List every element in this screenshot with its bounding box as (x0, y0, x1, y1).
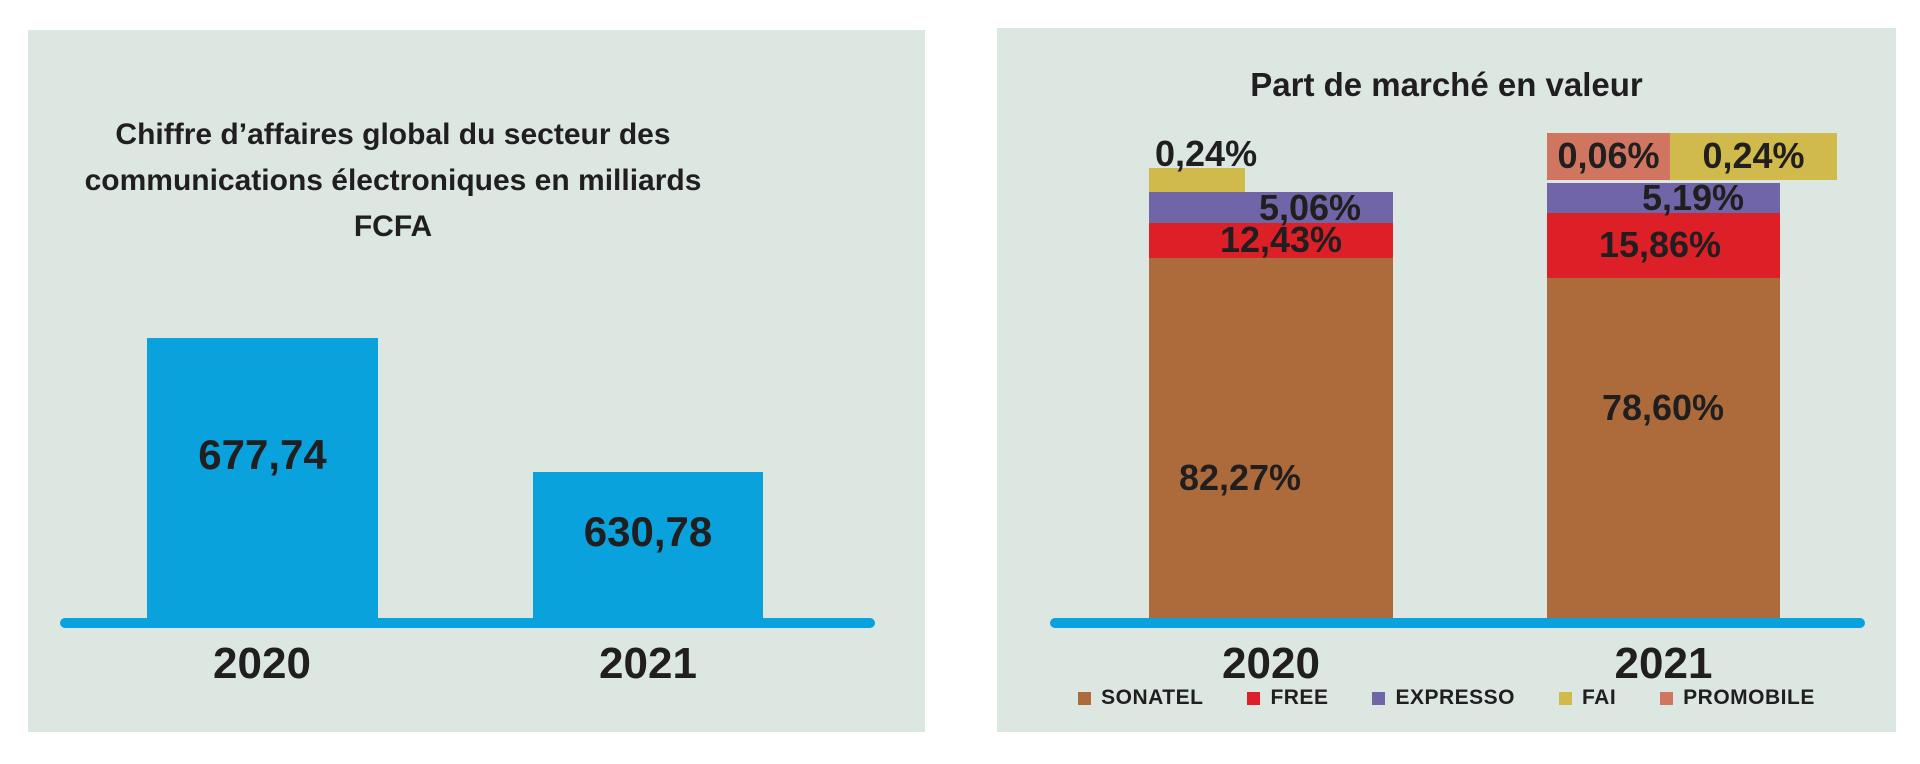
segment-2021-sonatel (1547, 278, 1780, 618)
revenue-chart-title: Chiffre d’affaires global du secteur des… (73, 112, 713, 250)
revenue-title-line-2: communications électroniques en milliard… (84, 164, 702, 197)
promobile-swatch-icon (1660, 691, 1674, 705)
revenue-axis-line (60, 618, 875, 628)
market-share-year-2021: 2021 (1614, 639, 1713, 688)
revenue-title-line-1: Chiffre d’affaires global du secteur des (115, 118, 671, 151)
revenue-bar-2021: 630,78 (533, 472, 763, 618)
segment-2021-fai (1670, 133, 1837, 180)
legend-item-free: FREE (1247, 686, 1328, 710)
segment-2020-sonatel (1149, 258, 1393, 618)
revenue-year-2021: 2021 (599, 639, 697, 688)
legend-label-promobile: PROMOBILE (1683, 686, 1815, 709)
label-2021-fai: 0,24% (1702, 135, 1805, 176)
market-share-axis-line (1050, 618, 1865, 628)
legend-item-sonatel: SONATEL (1078, 686, 1203, 710)
label-2020-free: 12,43% (1219, 219, 1343, 260)
label-2021-sonatel: 78,60% (1601, 387, 1725, 428)
market-share-title: Part de marché en valeur (1250, 66, 1643, 103)
revenue-value-2020: 677,74 (198, 431, 327, 478)
market-share-year-2020: 2020 (1222, 639, 1320, 688)
legend-label-free: FREE (1270, 686, 1329, 709)
label-2020-expresso: 5,06% (1258, 187, 1362, 228)
market-share-panel: Part de marché en valeur 0,24% 5,06% 12,… (997, 28, 1896, 732)
legend-label-expresso: EXPRESSO (1395, 686, 1515, 709)
segment-2021-free (1547, 213, 1780, 278)
legend-item-expresso: EXPRESSO (1372, 686, 1515, 710)
legend-label-fai: FAI (1582, 686, 1617, 709)
label-2021-expresso: 5,19% (1641, 177, 1745, 218)
legend-item-fai: FAI (1559, 686, 1616, 710)
fai-swatch-icon (1559, 691, 1572, 705)
legend-label-sonatel: SONATEL (1101, 686, 1204, 709)
revenue-year-2020: 2020 (213, 639, 311, 688)
revenue-chart-panel: Chiffre d’affaires global du secteur des… (28, 30, 925, 732)
segment-2020-free (1149, 223, 1393, 258)
expresso-swatch-icon (1372, 691, 1386, 705)
sonatel-swatch-icon (1078, 691, 1092, 705)
label-2021-free: 15,86% (1598, 224, 1722, 265)
label-2021-promobile: 0,06% (1557, 135, 1660, 176)
revenue-title-line-3: FCFA (353, 210, 433, 243)
segment-2020-expresso (1149, 192, 1393, 223)
label-2020-fai: 0,24% (1155, 133, 1258, 174)
market-share-legend: SONATEL FREE EXPRESSO FAI PROMOBILE (997, 686, 1896, 710)
free-swatch-icon (1247, 691, 1261, 705)
segment-2020-fai (1149, 168, 1245, 192)
legend-item-promobile: PROMOBILE (1660, 686, 1815, 710)
revenue-bar-2020: 677,74 (147, 338, 378, 618)
revenue-value-2021: 630,78 (583, 508, 713, 555)
label-2020-sonatel: 82,27% (1178, 457, 1302, 498)
segment-2021-expresso (1547, 183, 1780, 213)
segment-2021-promobile (1547, 133, 1670, 180)
